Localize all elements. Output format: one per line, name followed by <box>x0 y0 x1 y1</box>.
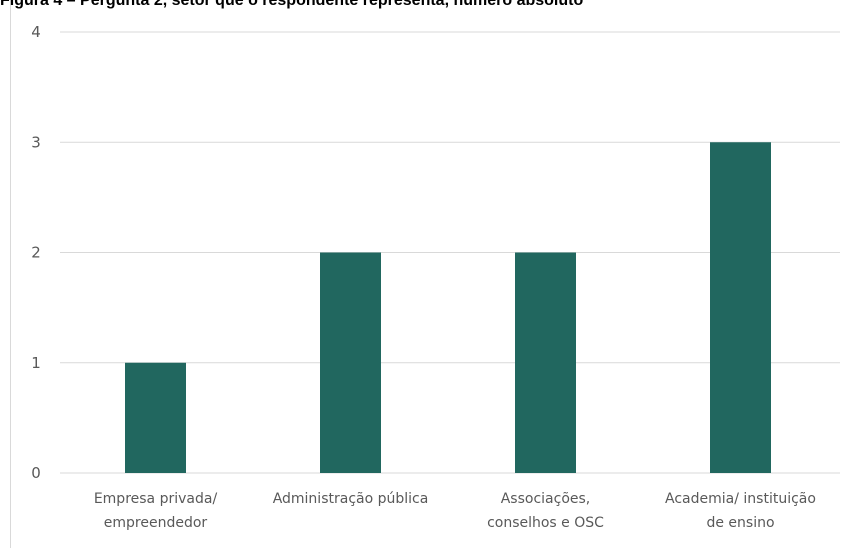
chart-title: Figura 4 – Pergunta 2, setor que o respo… <box>0 0 584 9</box>
y-tick-label: 0 <box>31 464 41 482</box>
left-border-line <box>10 0 11 548</box>
x-category-label-line: Administração pública <box>273 491 429 507</box>
bar-3 <box>515 252 576 473</box>
x-category-label: Associações, conselhos e OSC <box>487 491 604 531</box>
bars <box>125 142 771 473</box>
x-category-label-line: conselhos e OSC <box>487 515 604 531</box>
y-tick-label: 1 <box>31 354 41 372</box>
x-category-label-line: Associações, <box>501 491 591 507</box>
bar-4 <box>710 142 771 473</box>
x-category-label-line: empreendedor <box>104 515 208 531</box>
x-category-label: Empresa privada/empreendedor <box>94 491 218 531</box>
x-axis-category-labels: Empresa privada/empreendedor Administraçã… <box>94 491 816 531</box>
y-tick-label: 2 <box>31 244 41 262</box>
bar-1 <box>125 362 186 473</box>
x-category-label-line: de ensino <box>706 515 774 531</box>
bar-2 <box>320 252 381 473</box>
y-tick-label: 4 <box>31 23 41 41</box>
x-category-label: Academia/ instituição de ensino <box>665 491 816 531</box>
x-category-label-line: Empresa privada/ <box>94 491 218 507</box>
x-category-label: Administração pública <box>273 491 429 507</box>
x-category-label-line: Academia/ instituição <box>665 491 816 507</box>
y-axis-tick-labels: 0 1 2 3 4 <box>31 23 41 482</box>
y-tick-label: 3 <box>31 133 41 151</box>
